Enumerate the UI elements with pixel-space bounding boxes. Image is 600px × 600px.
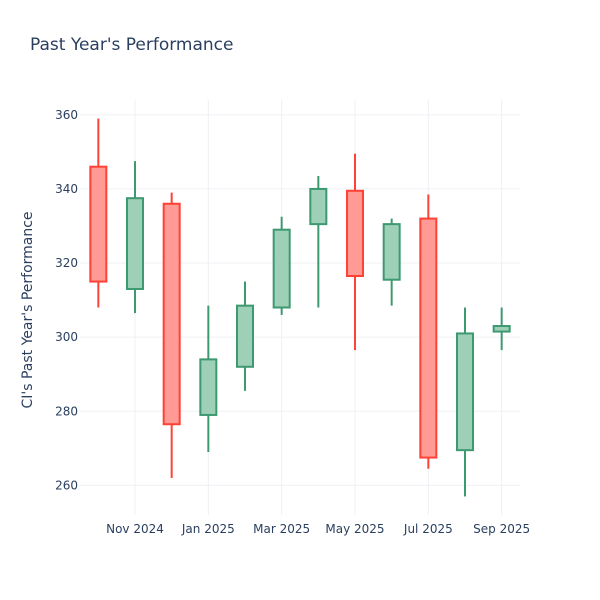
x-tick-label: Sep 2025 [473,522,530,536]
x-tick-label: May 2025 [325,522,384,536]
candle-down [162,192,181,478]
y-tick-label: 340 [55,182,78,196]
candle-up [272,216,291,315]
candle-up [236,281,254,391]
candle-up [382,218,401,306]
y-tick-label: 280 [55,404,78,418]
candle-body [309,187,328,226]
candle-up [456,307,474,497]
candle-down [346,153,364,351]
y-tick-label: 260 [55,478,78,492]
candle-down [89,118,108,308]
candle-body [492,325,511,333]
y-axis-title: CI's Past Year's Performance [20,211,36,408]
candle-up [492,307,511,351]
candle-up [199,305,218,453]
x-tick-label: Nov 2024 [106,522,164,536]
candle-body [346,189,364,278]
candle-body [126,197,144,290]
candle-body [456,332,474,452]
candle-body [419,217,438,459]
candle-down [419,194,438,469]
candle-up [309,175,328,308]
candle-body [272,228,291,309]
candle-body [199,358,218,416]
candle-up [126,161,144,314]
x-axis-ticks: Nov 2024 Jan 2025 Mar 2025 May 2025 Jul 2025… [106,522,530,536]
y-tick-label: 320 [55,256,78,270]
y-axis-ticks: 260 280 300 320 340 360 [55,108,78,493]
x-tick-label: Mar 2025 [253,522,310,536]
gridlines [80,100,520,515]
y-tick-label: 360 [55,108,78,122]
y-tick-label: 300 [55,330,78,344]
chart-title: Past Year's Performance [30,35,234,55]
candles [89,118,511,497]
x-tick-label: Jul 2025 [403,522,453,536]
candle-body [236,304,254,368]
candle-body [89,165,108,283]
x-tick-label: Jan 2025 [181,522,235,536]
candle-body [162,202,181,426]
candle-body [382,223,401,281]
